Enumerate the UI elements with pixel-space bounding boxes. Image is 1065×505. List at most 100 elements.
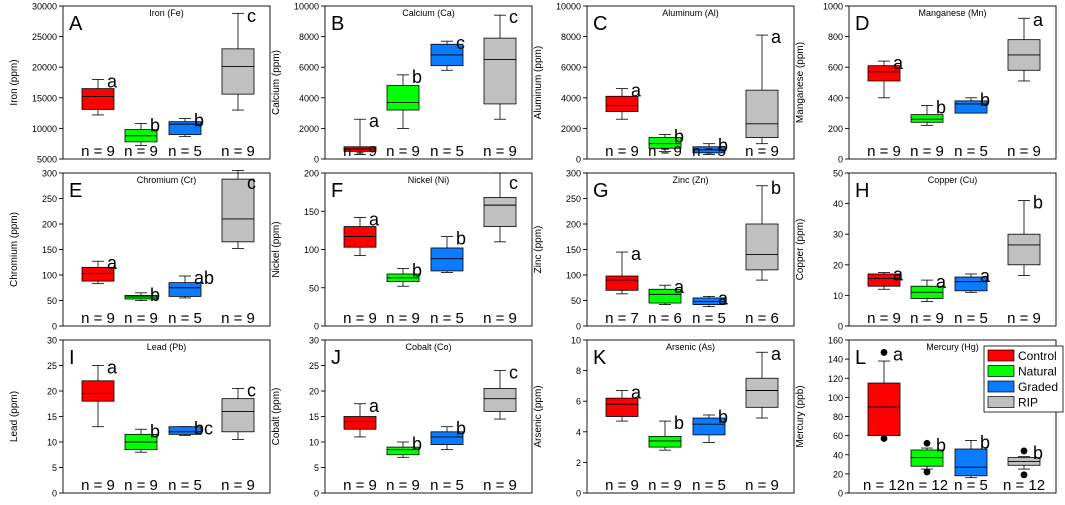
y-tick-label: 25000	[32, 32, 57, 42]
plot-frame	[848, 172, 1057, 327]
significance-letter: ab	[194, 268, 214, 288]
y-tick-label: 25	[47, 361, 57, 371]
y-tick-label: 20	[833, 469, 843, 479]
panel-letter: E	[69, 180, 82, 202]
y-tick-label: 10	[47, 438, 57, 448]
significance-letter: b	[718, 407, 728, 427]
y-tick-label: 0	[314, 489, 319, 499]
y-tick-label: 15	[309, 412, 319, 422]
y-axis-label: Copper (ppm)	[795, 219, 806, 281]
sample-size-label: n = 9	[648, 143, 682, 160]
y-tick-label: 60	[833, 431, 843, 441]
plot-frame	[848, 5, 1057, 160]
y-tick-label: 600	[828, 63, 843, 73]
sample-size-label: n = 7	[605, 310, 639, 327]
box-natural: b n = 9	[386, 434, 422, 494]
significance-letter: a	[107, 358, 118, 378]
significance-letter: a	[107, 253, 118, 273]
sample-size-label: n = 5	[168, 310, 202, 327]
panel-c: 0 2000 4000 6000 8000 10000 Aluminum (Al) C Alum…	[533, 2, 795, 165]
significance-letter: b	[936, 97, 946, 117]
outlier-point	[880, 349, 888, 356]
iqr-box	[692, 417, 726, 436]
y-tick-label: 200	[828, 124, 843, 134]
panel-title: Nickel (Ni)	[408, 175, 450, 185]
box-control: a n = 9	[605, 81, 642, 160]
box-control: a n = 9	[343, 209, 380, 327]
y-axis-label: Chromium (ppm)	[9, 212, 20, 287]
box-control: a n = 9	[867, 53, 904, 160]
panel-letter: K	[593, 347, 607, 369]
box-control: a n = 9	[867, 264, 904, 327]
outlier-point	[1020, 471, 1028, 479]
significance-letter: a	[771, 344, 782, 364]
panel-letter: G	[593, 180, 609, 202]
box-natural: b n = 9	[648, 413, 684, 494]
significance-letter: b	[412, 434, 422, 454]
y-tick-label: 50	[833, 169, 843, 179]
panel-letter: J	[331, 347, 341, 369]
sample-size-label: n = 9	[745, 477, 779, 494]
legend-swatch	[987, 396, 1015, 408]
outlier-point	[1020, 447, 1028, 455]
y-tick-label: 10	[309, 438, 319, 448]
y-tick-label: 10	[571, 336, 581, 346]
y-tick-label: 0	[576, 155, 581, 165]
sample-size-label: n = 9	[605, 143, 639, 160]
y-tick-label: 40	[833, 450, 843, 460]
box-control: a n = 12	[863, 344, 905, 494]
significance-letter: c	[509, 173, 518, 193]
significance-letter: a	[369, 111, 380, 131]
y-tick-label: 250	[566, 194, 581, 204]
significance-letter: a	[631, 244, 642, 264]
y-tick-label: 50	[571, 296, 581, 306]
plot-frame	[324, 5, 533, 160]
sample-size-label: n = 9	[343, 143, 377, 160]
sample-size-label: n = 9	[221, 143, 255, 160]
sample-size-label: n = 9	[867, 310, 901, 327]
sample-size-label: n = 9	[910, 143, 944, 160]
significance-letter: c	[509, 7, 518, 27]
y-tick-label: 100	[828, 393, 843, 403]
iqr-box	[221, 48, 255, 95]
panel-letter: A	[69, 13, 83, 35]
sample-size-label: n = 9	[867, 143, 901, 160]
sample-size-label: n = 9	[386, 310, 420, 327]
iqr-box	[745, 89, 779, 138]
iqr-box	[867, 65, 901, 82]
legend-label: RIP	[1018, 396, 1038, 410]
sample-size-label: n = 6	[745, 310, 779, 327]
panel-title: Aluminum (Al)	[662, 8, 719, 18]
panel-i: 0 5 10 15 20 25 30 Lead (Pb) I Lead (ppm) a n = 9 b n…	[9, 336, 271, 499]
y-tick-label: 150	[304, 207, 319, 217]
y-tick-label: 40	[833, 199, 843, 209]
iqr-box	[867, 382, 901, 437]
y-tick-label: 8000	[561, 32, 581, 42]
sample-size-label: n = 5	[692, 143, 726, 160]
panel-title: Arsenic (As)	[666, 342, 715, 352]
significance-letter: a	[980, 266, 991, 286]
panel-letter: H	[855, 180, 869, 202]
plot-frame	[324, 172, 533, 327]
significance-letter: a	[893, 264, 904, 284]
significance-letter: b	[1033, 443, 1043, 463]
panel-title: Lead (Pb)	[147, 342, 187, 352]
panel-title: Iron (Fe)	[149, 8, 184, 18]
sample-size-label: n = 9	[81, 143, 115, 160]
y-tick-label: 300	[42, 169, 57, 179]
panel-h: 0 10 20 30 40 50 Copper (Cu) H Copper (ppm) a n = …	[795, 169, 1057, 332]
significance-letter: b	[771, 178, 781, 198]
y-tick-label: 0	[576, 322, 581, 332]
box-control: a n = 9	[81, 358, 118, 495]
box-graded: b n = 5	[430, 419, 466, 494]
panel-title: Mercury (Hg)	[926, 342, 979, 352]
significance-letter: b	[674, 413, 684, 433]
y-tick-label: 0	[52, 489, 57, 499]
panel-letter: C	[593, 13, 607, 35]
box-graded: b n = 5	[168, 111, 204, 160]
significance-letter: c	[509, 363, 518, 383]
y-tick-label: 300	[566, 169, 581, 179]
box-control: a n = 9	[343, 396, 380, 494]
y-tick-label: 4000	[299, 93, 319, 103]
